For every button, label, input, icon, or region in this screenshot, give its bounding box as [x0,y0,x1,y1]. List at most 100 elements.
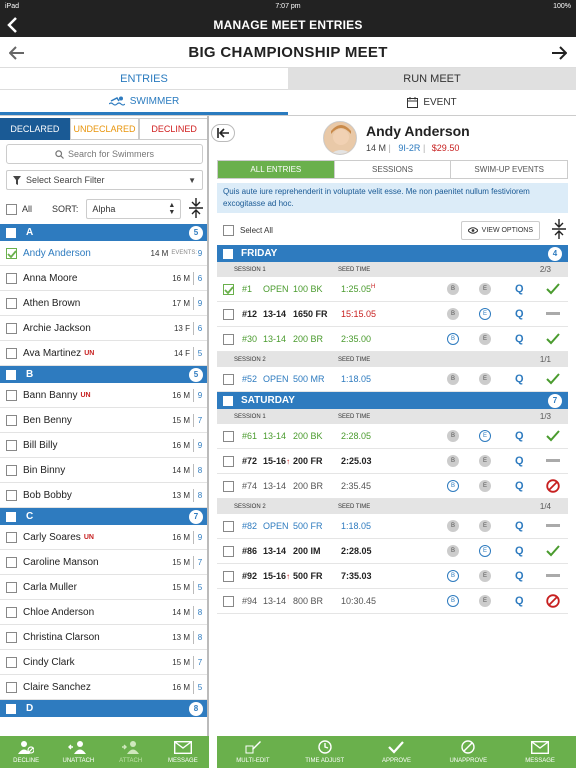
tab-swim-up-events[interactable]: SWIM-UP EVENTS [474,165,544,174]
b-badge-icon[interactable]: B [447,480,459,492]
swimmer-checkbox[interactable] [6,531,17,543]
tab-run-meet[interactable]: RUN MEET [288,68,576,90]
swimmer-checkbox[interactable] [6,247,17,259]
segment-declined[interactable]: DECLINED [139,118,207,140]
e-badge-icon[interactable]: E [479,455,491,467]
entry-checkbox[interactable] [223,430,234,442]
entry-checkbox[interactable] [223,570,234,582]
swimmer-checkbox[interactable] [6,347,17,359]
entry-row[interactable]: #61 13-14 200 BK 2:28.05 B E Q [217,424,568,449]
swimmer-row[interactable]: Chloe Anderson 14 M 8 [0,600,207,625]
swimmer-checkbox[interactable] [6,656,17,668]
q-button[interactable]: Q [515,595,524,607]
e-badge-icon[interactable]: E [479,595,491,607]
group-checkbox[interactable] [6,703,16,714]
collapse-all-button[interactable] [552,219,566,241]
entry-checkbox[interactable] [223,545,234,557]
swimmer-row[interactable]: Ava Martinez UN 14 F 5 [0,341,207,366]
b-badge-icon[interactable]: B [447,545,459,557]
group-checkbox[interactable] [6,227,16,238]
entry-row[interactable]: #1 OPEN 100 BK 1:25.05H B E Q [217,277,568,302]
entry-status[interactable] [545,306,561,322]
swimmer-row[interactable]: Bob Bobby 13 M 8 [0,483,207,508]
entry-status[interactable] [545,453,561,469]
collapse-expand-button[interactable] [189,198,203,220]
swimmer-row[interactable]: Christina Clarson 13 M 8 [0,625,207,650]
entry-checkbox[interactable] [223,595,234,607]
swimmer-row[interactable]: Carla Muller 15 M 5 [0,575,207,600]
q-button[interactable]: Q [515,283,524,295]
day-header[interactable]: SATURDAY 7 [217,392,568,409]
swimmer-row[interactable]: Bin Binny 14 M 8 [0,458,207,483]
q-button[interactable]: Q [515,333,524,345]
message-button[interactable]: MESSAGE [504,736,576,768]
unapprove-button[interactable]: UNAPPROVE [432,736,504,768]
entry-status[interactable] [545,518,561,534]
search-input[interactable]: Search for Swimmers [6,144,203,164]
segment-undeclared[interactable]: UNDECLARED [69,118,140,140]
swimmer-checkbox[interactable] [6,556,17,568]
b-badge-icon[interactable]: B [447,455,459,467]
back-button[interactable] [6,12,24,37]
entry-row[interactable]: #12 13-14 1650 FR 15:15.05 B E Q [217,302,568,327]
e-badge-icon[interactable]: E [479,373,491,385]
entry-status[interactable] [545,428,561,444]
day-header[interactable]: FRIDAY 4 [217,245,568,262]
q-button[interactable]: Q [515,520,524,532]
entry-row[interactable]: #86 13-14 200 IM 2:28.05 B E Q [217,539,568,564]
swimmer-row[interactable]: Archie Jackson 13 F 6 [0,316,207,341]
e-badge-icon[interactable]: E [479,333,491,345]
swimmer-row[interactable]: Anna Moore 16 M 6 [0,266,207,291]
e-badge-icon[interactable]: E [479,520,491,532]
swimmer-checkbox[interactable] [6,389,17,401]
entry-status[interactable] [545,568,561,584]
q-button[interactable]: Q [515,308,524,320]
tab-sessions[interactable]: SESSIONS [335,161,452,178]
b-badge-icon[interactable]: B [447,520,459,532]
group-checkbox[interactable] [6,369,16,380]
q-button[interactable]: Q [515,545,524,557]
b-badge-icon[interactable]: B [447,430,459,442]
b-badge-icon[interactable]: B [447,283,459,295]
b-badge-icon[interactable]: B [447,308,459,320]
prev-meet-button[interactable] [6,42,28,64]
entry-checkbox[interactable] [223,520,234,532]
swimmer-row[interactable]: Bill Billy 16 M 9 [0,433,207,458]
entry-checkbox[interactable] [223,283,234,295]
next-meet-button[interactable] [548,42,570,64]
b-badge-icon[interactable]: B [447,333,459,345]
swimmer-checkbox[interactable] [6,322,17,334]
entry-row[interactable]: #72 15-16↑ 200 FR 2:25.03 B E Q [217,449,568,474]
q-button[interactable]: Q [515,570,524,582]
entry-checkbox[interactable] [223,480,234,492]
swimmer-row[interactable]: Ben Benny 15 M 7 [0,408,207,433]
multi-edit-button[interactable]: MULTI-EDIT [217,736,289,768]
entry-checkbox[interactable] [223,333,234,345]
swimmer-checkbox[interactable] [6,606,17,618]
q-button[interactable]: Q [515,480,524,492]
swimmer-row[interactable]: Claire Sanchez 16 M 5 [0,675,207,700]
entry-row[interactable]: #82 OPEN 500 FR 1:18.05 B E Q [217,514,568,539]
tab-swimmer[interactable]: SWIMMER [0,90,288,115]
b-badge-icon[interactable]: B [447,595,459,607]
group-checkbox[interactable] [6,511,16,522]
e-badge-icon[interactable]: E [479,545,491,557]
swimmer-checkbox[interactable] [6,681,17,693]
entry-checkbox[interactable] [223,308,234,320]
view-options-button[interactable]: VIEW OPTIONS [460,220,540,240]
select-all-checkbox[interactable] [6,203,17,215]
collapse-panel-button[interactable] [211,124,235,142]
swimmer-checkbox[interactable] [6,439,17,451]
entry-status[interactable] [545,281,561,297]
entry-row[interactable]: #92 15-16↑ 500 FR 7:35.03 B E Q [217,564,568,589]
message-button[interactable]: MESSAGE [157,736,209,768]
entry-row[interactable]: #94 13-14 800 BR 10:30.45 B E Q [217,589,568,614]
swimmer-checkbox[interactable] [6,414,17,426]
swimmer-checkbox[interactable] [6,581,17,593]
swimmer-checkbox[interactable] [6,272,17,284]
time-adjust-button[interactable]: TIME ADJUST [289,736,361,768]
e-badge-icon[interactable]: E [479,283,491,295]
